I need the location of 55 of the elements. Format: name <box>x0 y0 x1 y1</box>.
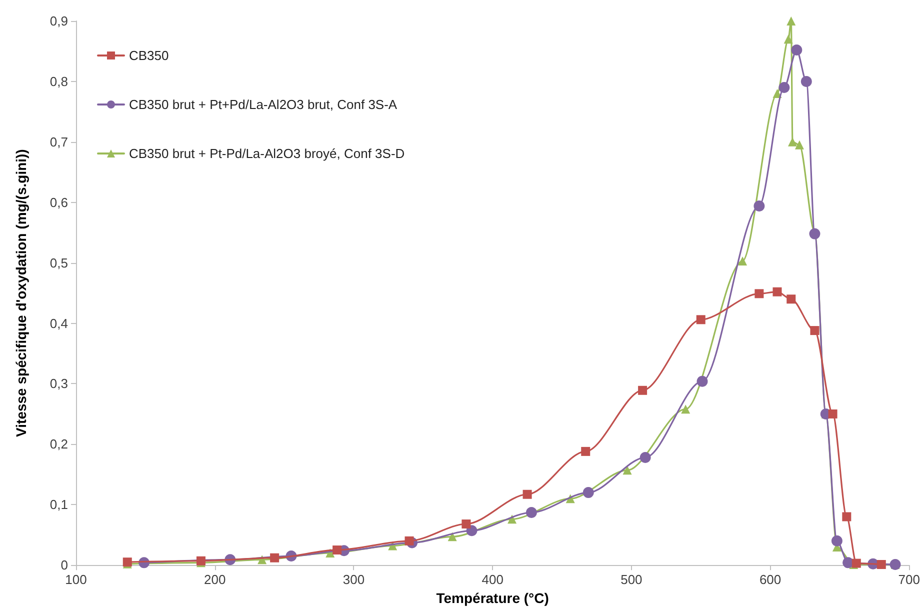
point <box>696 315 706 324</box>
y-axis-title: Vitesse spécifique d'oxydation (mg/(s.gini)) <box>13 149 29 437</box>
x-axis-title: Température (°C) <box>436 590 549 606</box>
y-tick-label: 0,5 <box>50 255 68 270</box>
point <box>794 140 804 150</box>
x-tick-label: 300 <box>342 572 365 588</box>
point <box>772 89 782 98</box>
point <box>852 558 861 568</box>
y-tick-label: 0,4 <box>50 316 68 331</box>
point <box>784 34 793 44</box>
point <box>332 545 342 554</box>
point <box>638 386 648 395</box>
point <box>681 404 690 414</box>
legend-label: CB350 brut + Pt+Pd/La-Al2O3 brut, Conf 3S-A <box>129 97 398 112</box>
x-tick-label: 200 <box>204 572 226 588</box>
point <box>582 487 594 498</box>
point <box>786 294 796 304</box>
point <box>696 376 708 387</box>
x-tick-label: 400 <box>482 572 504 588</box>
point <box>581 446 590 456</box>
point <box>754 289 764 298</box>
x-tick-label: 100 <box>65 572 87 588</box>
y-tick-label: 0,7 <box>50 134 68 150</box>
point <box>622 466 632 475</box>
point <box>522 490 532 499</box>
point <box>640 452 651 463</box>
point <box>772 287 782 296</box>
point <box>462 519 471 528</box>
legend-label: CB350 <box>129 48 169 63</box>
point <box>270 553 280 562</box>
y-tick-label: 0,8 <box>50 74 68 89</box>
point <box>842 557 854 568</box>
point <box>791 44 802 56</box>
y-tick-label: 0 <box>60 558 68 573</box>
point <box>842 512 852 522</box>
point <box>526 507 537 518</box>
y-tick-label: 0,3 <box>50 376 68 392</box>
point <box>404 536 414 546</box>
legend-label: CB350 brut + Pt-Pd/La-Al2O3 broyé, Conf 3S-D <box>129 146 405 161</box>
x-tick-label: 600 <box>759 572 782 588</box>
point <box>786 16 796 26</box>
x-tick-label: 700 <box>898 572 920 588</box>
point <box>800 76 812 87</box>
y-tick-label: 0,2 <box>50 436 68 452</box>
point <box>778 82 790 93</box>
point <box>810 326 820 336</box>
y-tick-label: 0,6 <box>50 194 68 210</box>
point <box>828 409 838 418</box>
y-tick-label: 0,9 <box>50 14 68 28</box>
point <box>831 535 842 546</box>
point <box>876 560 886 569</box>
x-tick-label: 500 <box>620 572 642 588</box>
y-tick-label: 0,1 <box>50 497 68 512</box>
point <box>738 256 748 266</box>
point <box>754 200 765 212</box>
